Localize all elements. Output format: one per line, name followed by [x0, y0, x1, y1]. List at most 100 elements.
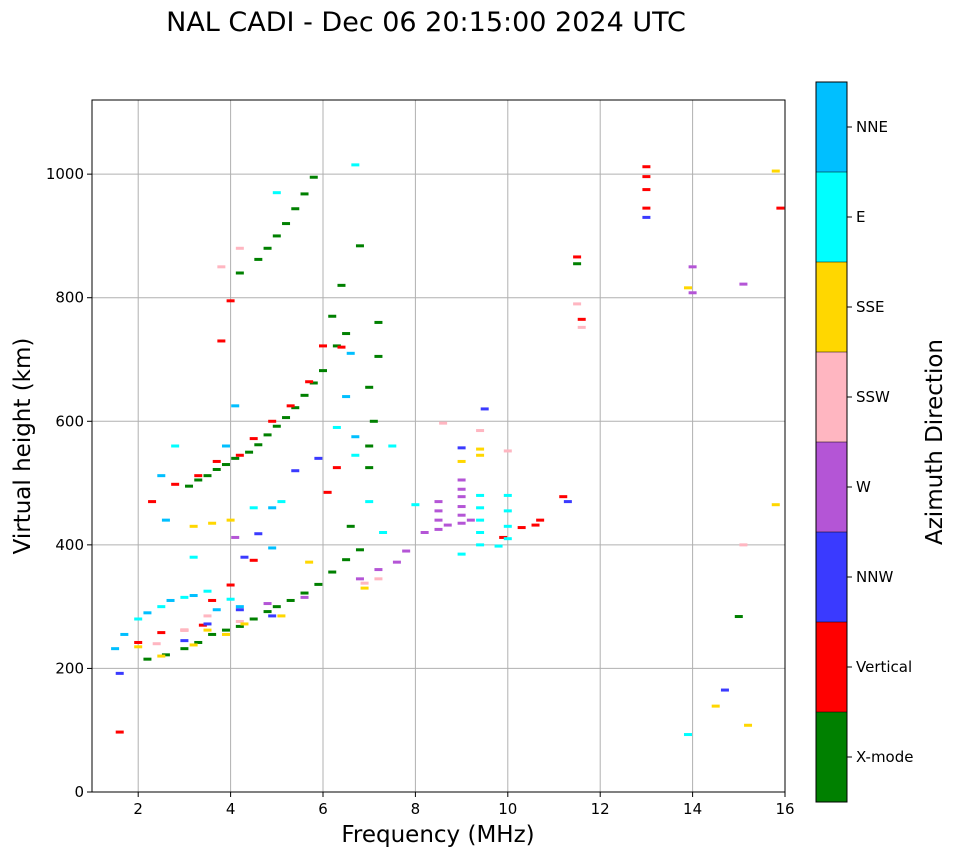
data-point: [240, 555, 249, 559]
data-point: [277, 614, 286, 618]
x-tick-label: 8: [411, 800, 421, 818]
data-point: [226, 518, 235, 522]
data-point: [499, 535, 508, 539]
data-point: [342, 332, 351, 336]
data-point: [402, 549, 411, 553]
data-point: [226, 299, 235, 303]
data-point: [240, 622, 249, 626]
data-point: [457, 487, 466, 491]
data-point: [503, 537, 512, 541]
plot-area: [92, 100, 785, 792]
data-point: [272, 191, 281, 195]
data-point: [642, 165, 651, 169]
data-point: [161, 518, 170, 522]
data-point: [314, 582, 323, 586]
data-point: [457, 505, 466, 509]
data-point: [120, 632, 129, 636]
data-point: [291, 207, 300, 211]
data-point: [263, 610, 272, 614]
data-point: [346, 524, 355, 528]
x-axis-ticks: 2 4 6 8 10 12 14 16: [133, 792, 795, 818]
data-point: [439, 421, 448, 425]
data-point: [300, 591, 309, 595]
data-point: [157, 474, 166, 478]
chart-title: NAL CADI - Dec 06 20:15:00 2024 UTC: [166, 7, 686, 38]
data-point: [355, 577, 364, 581]
y-axis-ticks: 0 200 400 600 800 1000: [46, 165, 92, 801]
data-point: [563, 500, 572, 504]
x-tick-label: 16: [775, 800, 794, 818]
data-point: [360, 586, 369, 590]
data-point: [434, 527, 443, 531]
data-point: [235, 624, 244, 628]
data-point: [157, 654, 166, 658]
data-point: [332, 466, 341, 470]
data-point: [161, 653, 170, 657]
data-point: [374, 354, 383, 358]
data-point: [249, 437, 258, 441]
data-point: [332, 425, 341, 429]
data-point: [573, 302, 582, 306]
data-point: [226, 597, 235, 601]
data-point: [744, 723, 753, 727]
data-point: [272, 234, 281, 238]
data-point: [503, 524, 512, 528]
data-point: [573, 262, 582, 266]
data-point: [180, 639, 189, 643]
data-point: [235, 246, 244, 250]
colorbar-tick-label: E: [856, 208, 865, 226]
data-point: [355, 244, 364, 248]
data-point: [235, 608, 244, 612]
data-point: [374, 568, 383, 572]
data-point: [254, 443, 263, 447]
data-point: [379, 531, 388, 534]
colorbar-tick-label: X-mode: [856, 748, 913, 766]
x-tick-label: 2: [133, 800, 143, 818]
data-point: [559, 495, 568, 499]
data-point: [203, 622, 212, 626]
data-point: [203, 474, 212, 478]
data-point: [249, 506, 258, 510]
data-point: [536, 518, 545, 522]
data-point: [365, 385, 374, 389]
data-point: [309, 175, 318, 179]
data-point: [476, 531, 485, 534]
data-point: [305, 380, 314, 384]
data-point: [573, 255, 582, 259]
data-point: [319, 344, 327, 348]
y-tick-label: 600: [55, 412, 84, 430]
data-point: [194, 478, 203, 482]
x-tick-label: 10: [498, 800, 517, 818]
data-point: [351, 435, 360, 439]
data-point: [272, 424, 281, 428]
data-point: [360, 581, 369, 585]
data-point: [457, 459, 466, 463]
x-tick-label: 6: [318, 800, 328, 818]
data-point: [476, 429, 485, 433]
data-point: [268, 546, 277, 550]
data-point: [374, 577, 383, 581]
data-point: [198, 623, 207, 627]
colorbar-swatch: [816, 712, 847, 802]
x-tick-label: 4: [226, 800, 236, 818]
data-point: [157, 605, 166, 609]
series-sse: [134, 169, 780, 727]
colorbar-swatch: [816, 532, 847, 622]
data-point: [189, 594, 198, 598]
data-point: [180, 595, 189, 599]
data-point: [171, 482, 180, 486]
data-point: [157, 631, 166, 635]
data-point: [642, 188, 651, 192]
data-point: [457, 478, 466, 482]
data-point: [457, 495, 466, 499]
data-point: [369, 419, 378, 423]
data-point: [342, 395, 351, 399]
data-point: [734, 615, 743, 619]
data-point: [115, 671, 124, 675]
data-point: [355, 548, 364, 552]
data-point: [476, 453, 485, 457]
data-point: [203, 614, 212, 618]
data-point: [245, 450, 254, 454]
data-point: [503, 449, 512, 453]
data-point: [263, 602, 272, 606]
